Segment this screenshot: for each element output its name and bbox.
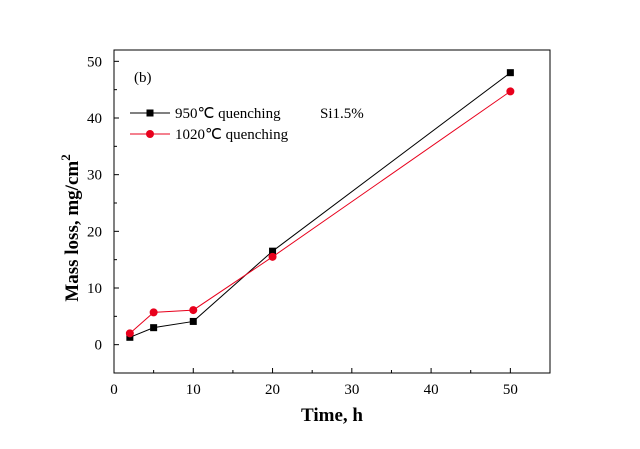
x-tick-label: 30 [344, 382, 359, 398]
plot-frame [113, 49, 551, 374]
data-point-950 [506, 69, 514, 77]
data-point-1020 [149, 308, 158, 317]
y-axis-title-sup: 2 [58, 154, 73, 161]
data-point-1020 [189, 306, 198, 315]
x-tick-label: 20 [265, 382, 280, 398]
annotation-si: Si1.5% [320, 106, 364, 122]
y-axis: 0 10 20 30 40 50 [87, 54, 119, 354]
legend-marker-1020 [146, 130, 154, 138]
series-layer [125, 69, 515, 341]
data-point-950 [269, 247, 277, 255]
legend-label-1020: 1020℃ quenching [175, 127, 289, 143]
x-tick-label: 50 [503, 382, 518, 398]
x-tick-label: 10 [186, 382, 201, 398]
legend-label-950: 950℃ quenching [175, 106, 281, 122]
y-tick-label: 30 [87, 168, 102, 184]
y-axis-title-main: Mass loss, mg/cm [62, 161, 83, 302]
data-point-1020 [125, 329, 134, 338]
x-axis-title: Time, h [301, 405, 363, 426]
x-tick-label: 40 [424, 382, 439, 398]
legend-marker-950 [146, 109, 154, 117]
y-axis-title: Mass loss, mg/cm2 [58, 154, 83, 301]
x-tick-label: 0 [110, 382, 118, 398]
legend: 950℃ quenching 1020℃ quenching [130, 106, 289, 143]
x-axis: 0 10 20 30 40 50 [110, 368, 518, 398]
data-point-1020 [268, 252, 277, 261]
y-tick-label: 0 [95, 338, 103, 354]
y-tick-label: 20 [87, 224, 102, 240]
data-point-1020 [506, 87, 515, 96]
data-point-950 [150, 324, 158, 332]
panel-label: (b) [134, 70, 152, 86]
y-tick-label: 40 [87, 111, 102, 127]
y-tick-label: 10 [87, 281, 102, 297]
data-point-950 [189, 317, 197, 325]
y-tick-label: 50 [87, 54, 102, 70]
